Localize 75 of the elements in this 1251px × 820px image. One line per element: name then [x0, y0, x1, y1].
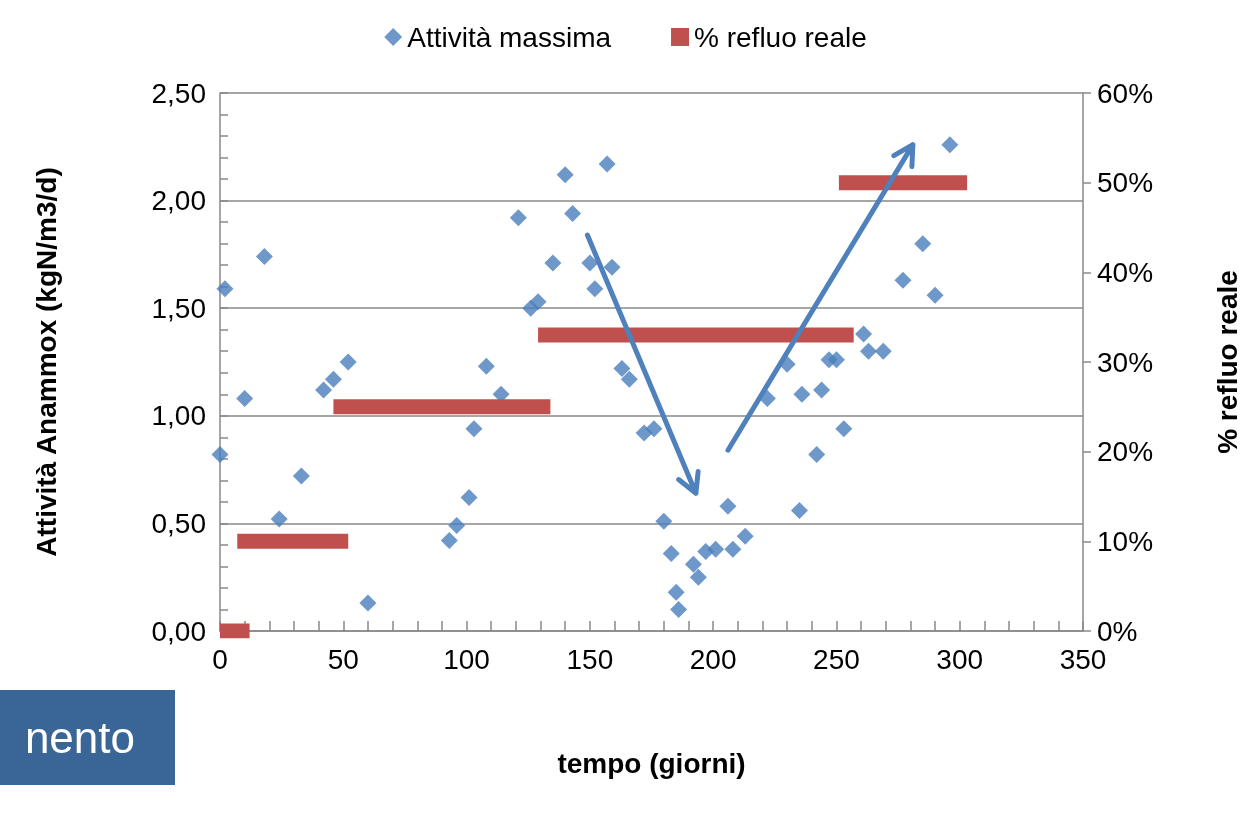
point [914, 235, 932, 253]
point [813, 381, 831, 399]
point [827, 351, 845, 369]
point [581, 254, 599, 272]
point [509, 209, 527, 227]
x-tick-label: 50 [327, 643, 359, 675]
y-axis-title: Attività Anammox (kgN/m3/d) [30, 167, 62, 557]
point [719, 497, 737, 515]
point [790, 501, 808, 519]
point [670, 600, 688, 618]
y-tick-label: 1,50 [151, 292, 206, 324]
point [941, 136, 959, 154]
point [736, 527, 754, 545]
legend-label: Attività massima [407, 21, 612, 53]
point [465, 420, 483, 438]
point [255, 248, 273, 266]
point [236, 390, 254, 408]
y2-tick-label: 20% [1097, 436, 1154, 468]
text: nento [0, 690, 175, 785]
point [339, 353, 357, 371]
point [859, 342, 877, 360]
point [855, 325, 873, 343]
x-tick-label: 200 [689, 643, 737, 675]
point [477, 357, 495, 375]
x-tick-label: 300 [936, 643, 984, 675]
x-tick-label: 100 [443, 643, 490, 675]
y-tick-label: 2,00 [151, 185, 206, 217]
point [556, 166, 574, 184]
y2-tick-label: 30% [1097, 346, 1154, 378]
point [564, 205, 582, 223]
point [292, 467, 310, 485]
x-tick-label: 150 [566, 643, 614, 675]
x-tick-label: 0 [212, 643, 228, 675]
y2-tick-label: 60% [1097, 77, 1154, 109]
point [874, 342, 892, 360]
point [667, 583, 685, 601]
point [645, 420, 663, 438]
point [689, 568, 707, 586]
point [315, 381, 333, 399]
point [324, 370, 342, 388]
y2-tick-label: 50% [1097, 167, 1154, 199]
x-axis-title: tempo (giorni) [557, 747, 746, 779]
point [440, 532, 458, 550]
point [662, 545, 680, 563]
point [359, 594, 377, 612]
point [793, 385, 811, 403]
y-tick-label: 0,00 [151, 615, 206, 647]
legend-label: % refluo reale [694, 21, 867, 53]
point [835, 420, 853, 438]
y2-tick-label: 10% [1097, 525, 1154, 557]
x-tick-label: 250 [813, 643, 860, 675]
y-tick-label: 2,50 [151, 77, 206, 109]
point [586, 280, 604, 298]
point [613, 359, 631, 377]
point [598, 155, 616, 173]
point [894, 271, 912, 289]
y2-axis-title: % refluo reale [1211, 270, 1243, 454]
point [544, 254, 562, 272]
point [216, 280, 234, 298]
point [603, 258, 621, 276]
point [707, 540, 725, 558]
point [620, 370, 638, 388]
point [724, 540, 742, 558]
point [684, 555, 702, 573]
y-tick-label: 0,50 [151, 507, 206, 539]
point [808, 446, 826, 464]
point [270, 510, 288, 528]
point [529, 293, 547, 311]
point [460, 489, 478, 507]
point [655, 512, 673, 530]
point [448, 517, 466, 535]
point [926, 286, 944, 304]
point [211, 446, 229, 464]
y-tick-label: 1,00 [151, 400, 206, 432]
y2-tick-label: 40% [1097, 256, 1154, 288]
